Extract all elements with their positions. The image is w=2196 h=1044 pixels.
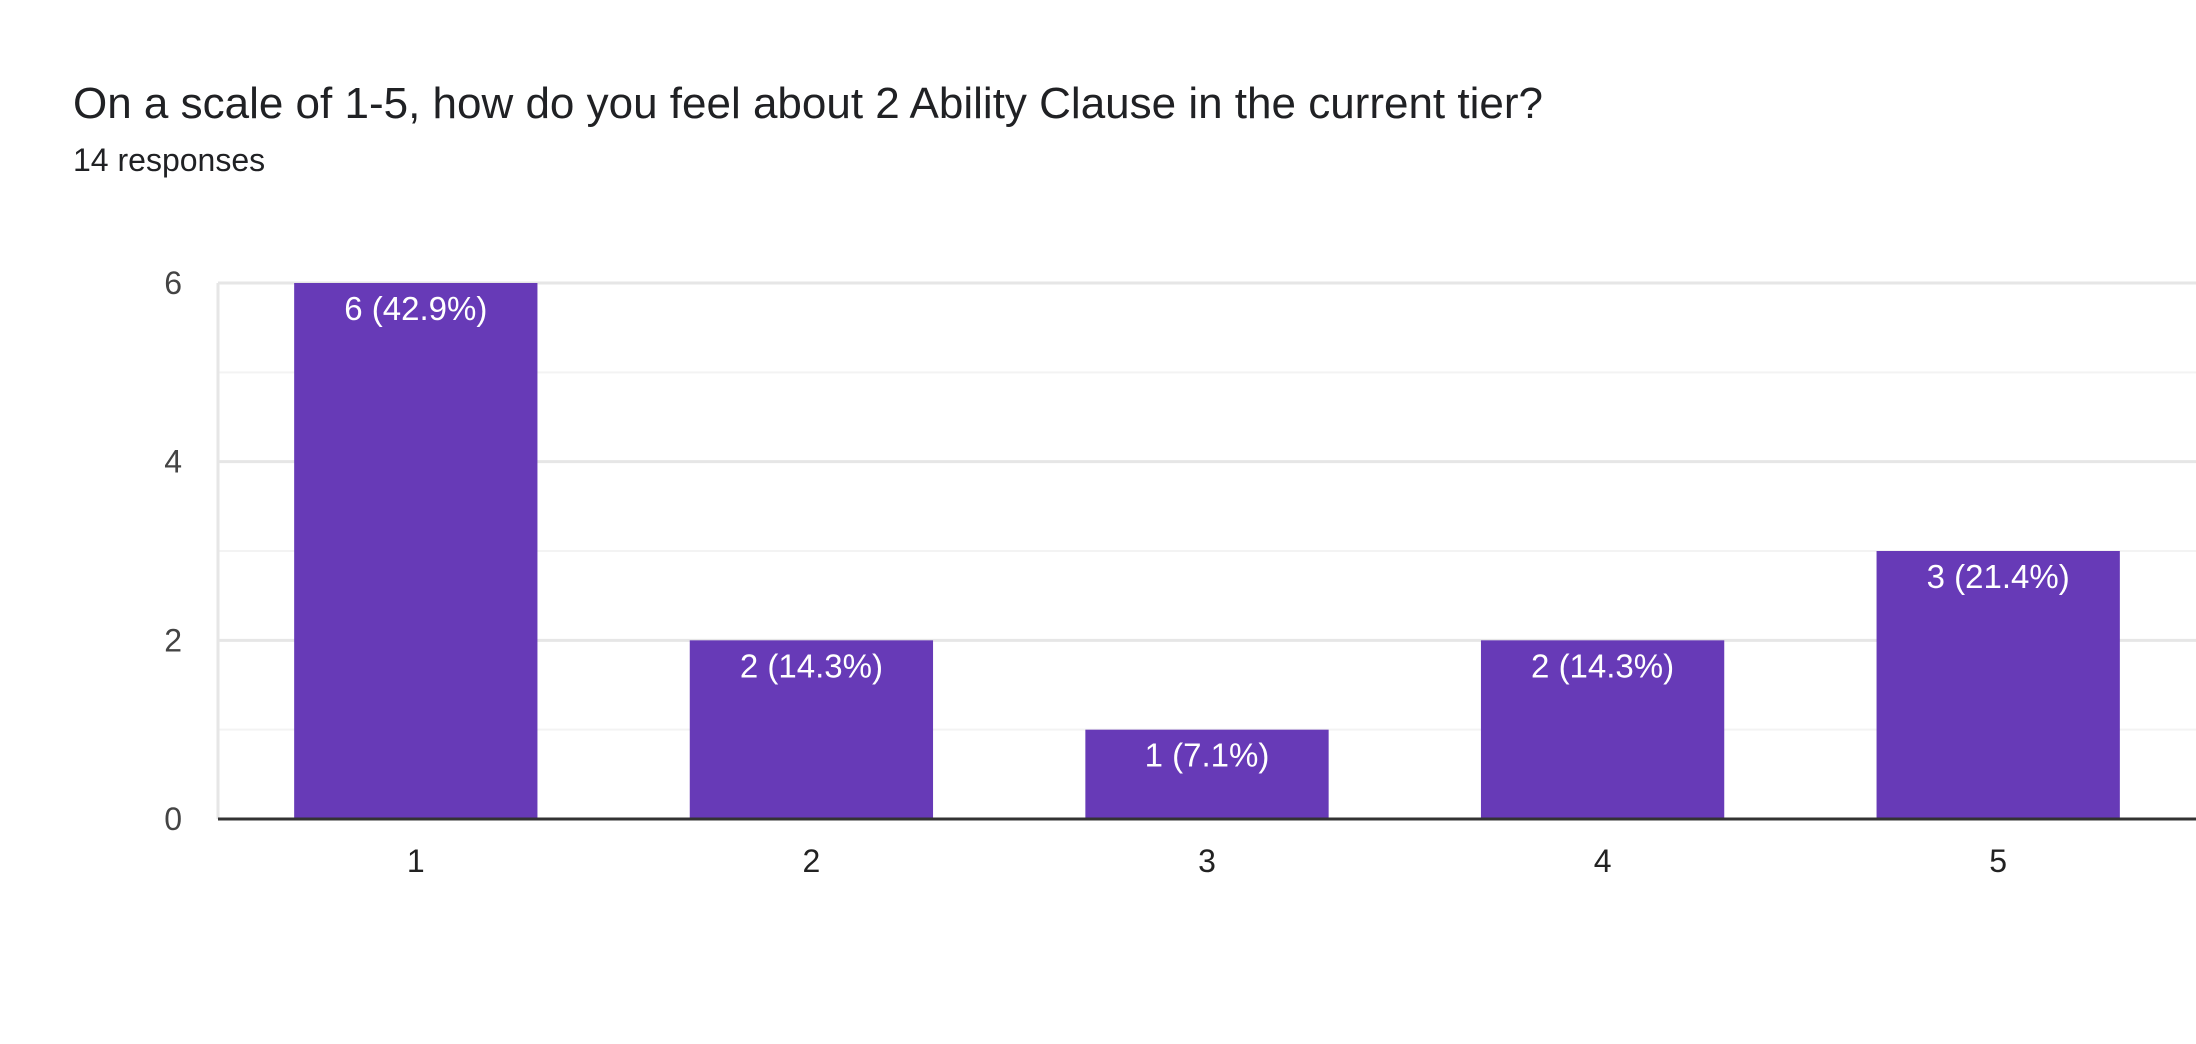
y-tick-label: 0 <box>164 801 182 837</box>
bar <box>1085 729 1329 819</box>
bar <box>1480 640 1725 819</box>
bar <box>689 640 934 819</box>
x-tick-label: 3 <box>1198 843 1216 879</box>
x-tick-label: 1 <box>407 843 425 879</box>
y-tick-label: 4 <box>164 444 182 480</box>
x-tick-label: 5 <box>1989 843 2007 879</box>
bar <box>294 283 538 819</box>
bar-data-label: 6 (42.9%) <box>344 290 487 327</box>
x-tick-label: 4 <box>1594 843 1612 879</box>
bar-data-label: 2 (14.3%) <box>1531 647 1674 684</box>
bars: 6 (42.9%) 2 (14.3%) 1 (7.1%) 2 (14.3%) 3 (21… <box>294 283 2120 819</box>
chart-header: On a scale of 1-5, how do you feel about… <box>73 76 1543 180</box>
chart-title: On a scale of 1-5, how do you feel about… <box>73 79 1543 128</box>
bar-data-label: 3 (21.4%) <box>1927 558 2070 595</box>
grid-lines <box>216 281 2196 819</box>
y-tick-label: 6 <box>164 265 182 301</box>
response-count: 14 responses <box>73 142 266 178</box>
bar-data-label: 2 (14.3%) <box>740 647 883 684</box>
axes: 0 2 4 6 1 2 3 4 5 <box>164 265 2196 879</box>
x-tick-label: 2 <box>803 843 821 879</box>
bar-data-label: 1 (7.1%) <box>1145 737 1270 774</box>
y-tick-label: 2 <box>164 622 182 658</box>
bar <box>1876 551 2120 819</box>
